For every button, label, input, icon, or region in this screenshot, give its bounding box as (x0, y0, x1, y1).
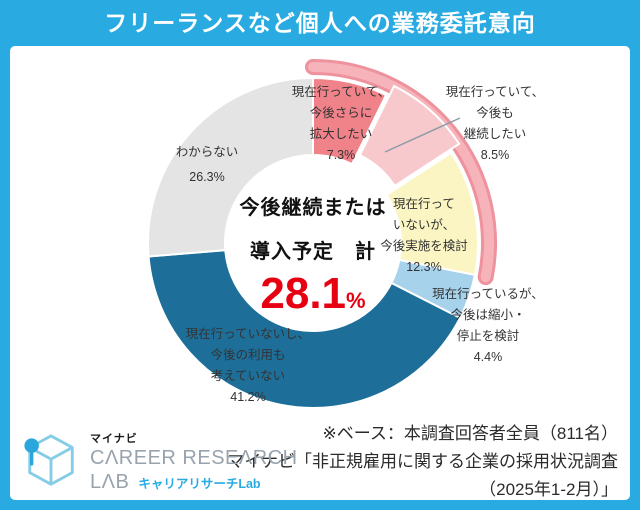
brand-name-en-line1: CΛREER RESEΛRCH (90, 447, 298, 469)
center-summary-value: 28.1 (260, 269, 347, 318)
donut-segment-4 (147, 249, 462, 409)
center-summary-unit: % (346, 288, 366, 313)
donut-chart (147, 59, 497, 409)
brand-name-en-line2: LΛB (90, 471, 130, 493)
segment-callout-reduce: 現在行っているが、 今後は縮小・ 停止を検討 4.4% (432, 287, 544, 364)
content-panel: 現在行っていて、 今後さらに 拡大したい 7.3% 現在行っていて、 今後も 継… (10, 46, 630, 500)
career-research-lab-logo-icon (24, 434, 74, 486)
donut-segment-1 (358, 84, 461, 188)
donut-segment-5 (147, 76, 314, 258)
brand-logo-text: マイナビ CΛREER RESEΛRCH LΛB キャリアリサーチLab (90, 430, 298, 494)
brand-name-small: マイナビ (90, 433, 138, 445)
segment-callout-none: 現在行っていないし、 今後の利用も 考えていない 41.2% (185, 327, 311, 404)
source-line-2: （2025年1-2月）」 (479, 480, 618, 499)
segment-callout-expand: 現在行っていて、 今後さらに 拡大したい 7.3% (291, 85, 391, 162)
donut-segment-0 (312, 76, 388, 166)
page-title: フリーランスなど個人への業務委託意向 (104, 10, 536, 36)
segment-callout-unknown: わからない 26.3% (175, 145, 239, 184)
header-bar: フリーランスなど個人への業務委託意向 (0, 0, 640, 46)
callout-leader-line (384, 117, 461, 153)
center-summary-value-row: 28.1% (203, 270, 423, 328)
center-summary-line2: 導入予定 計 (250, 241, 376, 263)
base-note: ※ベース：本調査回答者全員（811名） (322, 424, 619, 443)
segment-callout-consider: 現在行って いないが、 今後実施を検討 12.3% (380, 197, 468, 274)
segment-callout-continue: 現在行っていて、 今後も 継続したい 8.5% (445, 85, 545, 162)
source-line-1: マイナビ「非正規雇用に関する企業の採用状況調査 (227, 452, 618, 471)
source-note: ※ベース：本調査回答者全員（811名） マイナビ「非正規雇用に関する企業の採用状… (227, 420, 618, 504)
donut-center-summary: 今後継続または 導入予定 計 28.1% (203, 195, 423, 328)
center-summary-line1: 今後継続または (239, 197, 387, 219)
brand-name-jp: キャリアリサーチLab (138, 477, 261, 491)
brand-logo: マイナビ CΛREER RESEΛRCH LΛB キャリアリサーチLab (22, 430, 298, 494)
